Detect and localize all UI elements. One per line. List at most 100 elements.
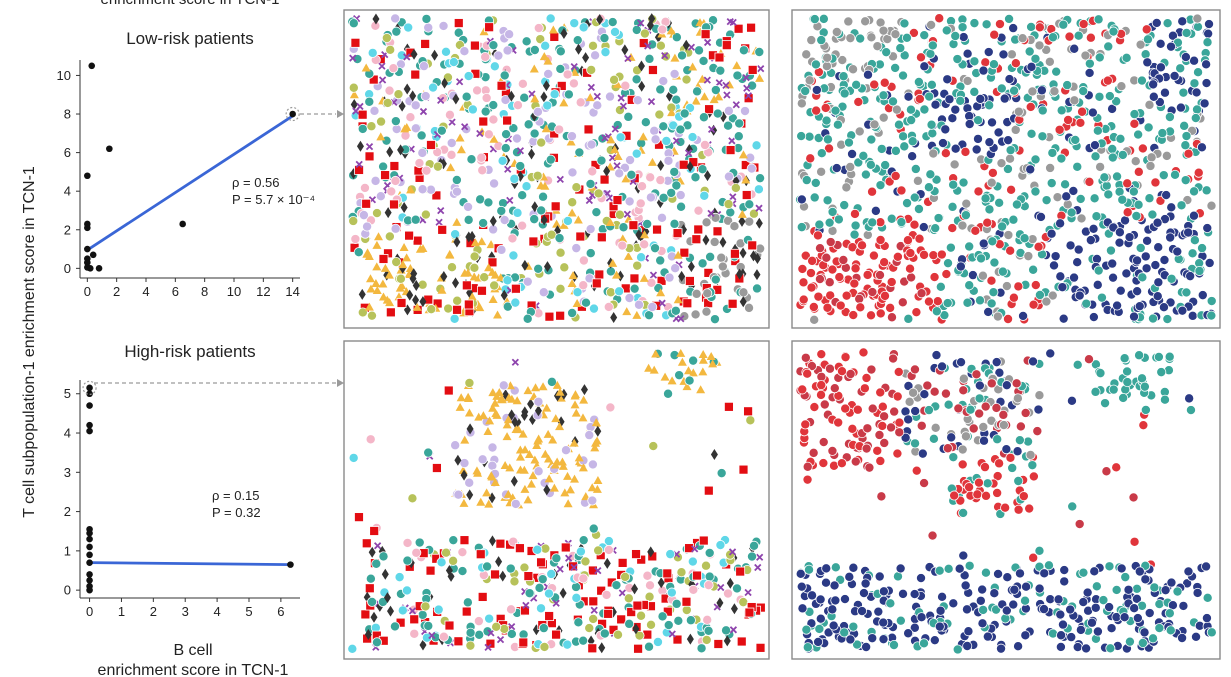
cell-marker-square [484, 22, 495, 33]
cell-marker-circle [1066, 207, 1077, 218]
cell-marker-circle [417, 184, 428, 195]
cell-marker-circle [1153, 351, 1164, 362]
cell-marker-circle [723, 120, 734, 131]
cell-marker-diamond [647, 546, 655, 558]
cell-marker-triangle [540, 449, 550, 458]
cell-marker-triangle [563, 471, 573, 480]
cell-marker-circle [580, 556, 591, 567]
cell-marker-circle [913, 76, 924, 87]
cell-marker-triangle [518, 429, 528, 438]
cell-marker-circle [571, 182, 582, 193]
cell-marker-circle [986, 177, 997, 188]
cell-marker-triangle [488, 403, 498, 412]
cell-marker-circle [847, 423, 858, 434]
x-tick-label: 3 [182, 604, 189, 619]
cell-marker-circle [1075, 193, 1086, 204]
x-tick-label: 2 [150, 604, 157, 619]
cell-marker-circle [500, 94, 511, 105]
cell-marker-diamond [453, 236, 461, 248]
cell-marker-diamond [755, 217, 763, 229]
cell-marker-circle [1179, 120, 1190, 131]
cell-marker-circle [1192, 13, 1203, 24]
cell-marker-circle [867, 403, 878, 414]
cell-marker-circle [1080, 50, 1091, 61]
cell-marker-circle [960, 431, 971, 442]
cell-marker-circle [1111, 462, 1122, 473]
cell-marker-circle [698, 112, 709, 123]
cell-marker-diamond [598, 642, 606, 654]
cell-marker-triangle [380, 263, 390, 272]
cell-marker-circle [875, 455, 886, 466]
cell-marker-circle [1206, 310, 1217, 321]
cell-marker-circle [733, 131, 744, 142]
cell-marker-circle [1049, 86, 1060, 97]
cell-marker-circle [1019, 233, 1030, 244]
cell-marker-circle [395, 273, 406, 284]
cell-marker-circle [1197, 290, 1208, 301]
cell-marker-square [629, 273, 640, 284]
cell-marker-triangle [524, 449, 534, 458]
cell-marker-circle [1181, 287, 1192, 298]
cell-marker-circle [809, 402, 820, 413]
cell-marker-circle [517, 190, 528, 201]
data-point [86, 571, 93, 578]
cell-marker-circle [1129, 311, 1140, 322]
cell-marker-circle [943, 258, 954, 269]
cell-marker-square [369, 526, 380, 536]
cell-marker-circle [449, 313, 460, 324]
cell-marker-circle [1084, 58, 1095, 69]
cell-marker-circle [913, 204, 924, 215]
cell-marker-circle [477, 454, 488, 465]
cell-marker-circle [948, 452, 959, 463]
cell-marker-cross [496, 636, 505, 644]
cell-marker-circle [973, 133, 984, 144]
cell-marker-triangle [515, 452, 525, 461]
cell-marker-triangle [656, 288, 666, 297]
cell-marker-circle [922, 380, 933, 391]
cell-marker-circle [1167, 30, 1178, 41]
data-point [86, 390, 93, 398]
cell-marker-circle [1074, 290, 1085, 301]
cell-marker-circle [483, 129, 494, 140]
cell-marker-square [741, 190, 752, 200]
cell-marker-triangle [673, 295, 683, 304]
cell-marker-diamond [520, 410, 528, 422]
cell-marker-circle [1020, 595, 1031, 606]
cell-marker-triangle [484, 499, 494, 508]
cell-marker-circle [848, 562, 859, 573]
cell-marker-circle [984, 137, 995, 148]
cell-marker-cross [349, 54, 357, 62]
cell-marker-circle [1153, 277, 1164, 288]
cell-marker-circle [535, 34, 546, 45]
cell-marker-circle [800, 419, 811, 430]
cell-marker-circle [931, 306, 942, 317]
cell-marker-circle [880, 160, 891, 171]
y-tick-label: 1 [64, 543, 71, 558]
cell-marker-circle [1144, 608, 1155, 619]
cell-marker-circle [967, 270, 978, 281]
cell-marker-cross [587, 83, 595, 92]
cell-marker-diamond [739, 296, 747, 308]
cell-marker-diamond [716, 597, 724, 609]
cell-marker-circle [1178, 600, 1189, 611]
cell-marker-circle [895, 43, 906, 54]
cell-marker-square [511, 283, 521, 294]
cell-marker-circle [489, 61, 500, 72]
cell-marker-circle [537, 574, 548, 585]
cell-marker-circle [1120, 572, 1131, 583]
cell-marker-circle [631, 148, 642, 159]
cell-marker-circle [497, 155, 508, 166]
cell-marker-circle [575, 97, 586, 108]
cell-marker-triangle [544, 474, 554, 483]
cell-marker-square [755, 642, 766, 653]
cell-marker-circle [710, 274, 721, 285]
cell-marker-circle [1116, 563, 1127, 574]
cell-marker-triangle [688, 368, 698, 377]
cell-marker-circle [1177, 305, 1188, 316]
cell-marker-circle [521, 36, 532, 47]
cell-marker-circle [839, 88, 850, 99]
cell-marker-triangle [682, 382, 692, 391]
cell-marker-triangle [520, 445, 530, 454]
cell-marker-square [703, 485, 714, 496]
cell-marker-circle [417, 609, 428, 620]
